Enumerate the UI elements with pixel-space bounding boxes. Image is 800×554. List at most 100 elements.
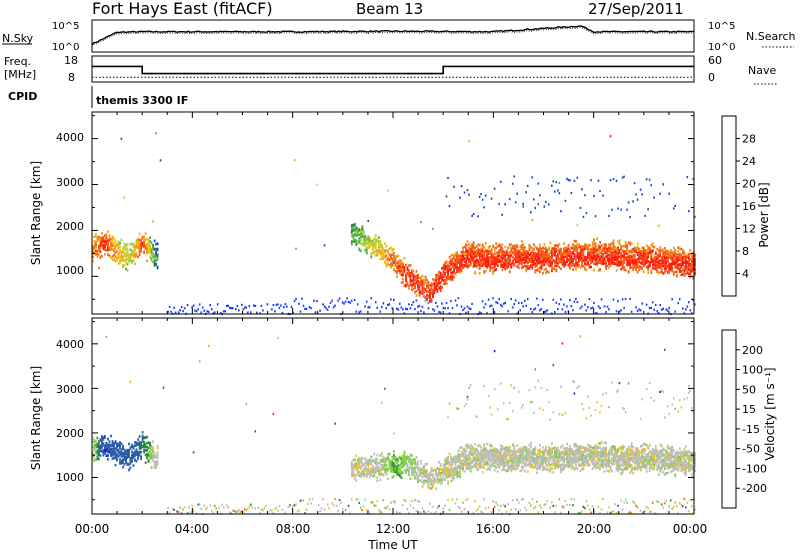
echo-point — [545, 250, 547, 253]
echo-point — [441, 302, 443, 305]
echo-point — [584, 258, 586, 262]
echo-point — [489, 252, 492, 255]
echo-point — [483, 257, 486, 261]
echo-point — [99, 238, 102, 242]
echo-point — [530, 256, 532, 259]
echo-point — [93, 235, 96, 239]
echo-point — [352, 229, 355, 232]
echo-point — [197, 308, 199, 311]
echo-point — [466, 249, 469, 252]
echo-point — [530, 251, 532, 255]
echo-point — [525, 250, 528, 253]
echo-point — [576, 265, 579, 268]
echo-point — [636, 245, 639, 249]
echo-point — [459, 267, 461, 271]
echo-point — [585, 256, 588, 259]
echo-point — [120, 238, 123, 242]
echo-point — [393, 248, 395, 251]
echo-point — [654, 258, 657, 262]
echo-point — [596, 257, 598, 261]
echo-point — [603, 246, 606, 249]
echo-point — [368, 245, 371, 249]
echo-point — [374, 250, 377, 253]
echo-point — [528, 244, 531, 247]
echo-point — [403, 284, 406, 288]
echo-point — [533, 198, 535, 201]
echo-point — [508, 262, 511, 266]
echo-point — [146, 242, 148, 246]
echo-point — [129, 242, 132, 246]
echo-point — [557, 254, 559, 257]
echo-point — [581, 264, 583, 268]
echo-point — [493, 269, 496, 272]
echo-point — [408, 303, 410, 306]
echo-point — [669, 254, 672, 258]
echo-point — [501, 257, 504, 260]
echo-point — [623, 267, 626, 270]
echo-point — [484, 194, 487, 197]
echo-point — [447, 271, 449, 275]
echo-point — [262, 309, 264, 312]
echo-point — [484, 269, 487, 273]
echo-point — [227, 506, 229, 509]
echo-point — [526, 261, 529, 265]
echo-point — [421, 281, 424, 284]
echo-point — [445, 278, 448, 281]
echo-point — [645, 254, 648, 258]
echo-point — [621, 259, 624, 263]
echo-point — [432, 291, 434, 295]
echo-point — [551, 247, 553, 250]
echo-point — [368, 244, 371, 248]
echo-point — [636, 242, 639, 245]
echo-point — [555, 301, 558, 304]
echo-point — [152, 440, 154, 443]
echo-point — [566, 252, 568, 255]
echo-point — [662, 307, 664, 310]
echo-point — [663, 268, 666, 271]
echo-point — [504, 267, 507, 271]
echo-point — [92, 250, 94, 253]
nsearch-label: N.Search — [746, 30, 796, 43]
echo-point — [557, 256, 559, 259]
echo-point — [528, 265, 531, 268]
echo-point — [555, 264, 558, 268]
echo-point — [433, 282, 436, 286]
echo-point — [629, 262, 632, 266]
echo-point — [224, 310, 226, 313]
echo-point — [554, 248, 556, 251]
echo-point — [588, 257, 591, 260]
echo-point — [499, 255, 502, 258]
echo-point — [378, 236, 380, 239]
echo-point — [674, 204, 676, 207]
echo-point — [597, 261, 600, 264]
echo-point — [429, 284, 431, 287]
echo-point — [519, 255, 522, 259]
echo-point — [400, 269, 403, 272]
echo-point — [483, 206, 485, 209]
echo-point — [132, 245, 135, 248]
echo-point — [382, 252, 385, 256]
echo-point — [108, 239, 111, 243]
echo-point — [448, 266, 451, 269]
echo-point — [364, 242, 367, 246]
echo-point — [573, 246, 576, 250]
echo-point — [137, 238, 139, 242]
echo-point — [672, 207, 675, 210]
echo-point — [429, 296, 431, 300]
echo-point — [378, 245, 380, 249]
echo-point — [483, 260, 486, 264]
echo-point — [620, 256, 623, 259]
echo-point — [310, 307, 312, 310]
echo-point — [552, 298, 555, 301]
echo-point — [390, 265, 392, 269]
echo-point — [397, 265, 400, 268]
echo-point — [295, 503, 297, 506]
echo-point — [448, 256, 451, 259]
echo-point — [156, 446, 159, 450]
echo-point — [427, 307, 430, 310]
echo-point — [408, 275, 410, 278]
echo-point — [557, 264, 559, 268]
echo-point — [92, 255, 94, 259]
echo-point — [579, 258, 582, 262]
echo-point — [581, 259, 583, 263]
